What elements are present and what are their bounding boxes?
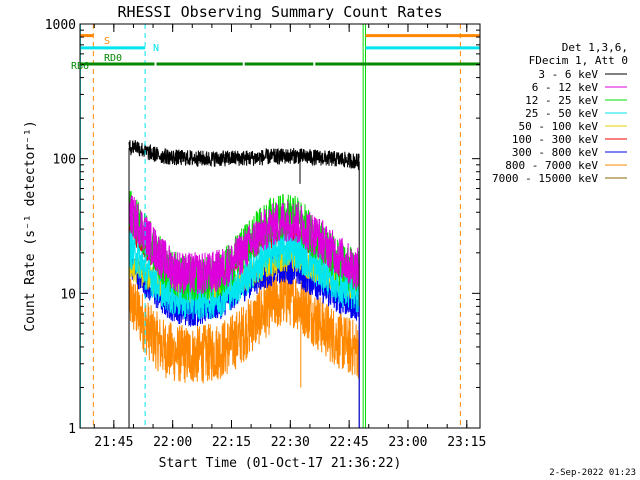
x-tick-label: 22:15 — [212, 435, 251, 450]
legend-entry-label: 3 - 6 keV — [538, 68, 598, 81]
series-line-6-12kev — [128, 194, 360, 295]
y-axis-label: Count Rate (s⁻¹ detector⁻¹) — [23, 120, 38, 331]
x-tick-label: 23:15 — [447, 435, 486, 450]
legend-header: FDecim 1, Att 0 — [529, 54, 628, 67]
legend-entry-label: 25 - 50 keV — [525, 107, 598, 120]
flag-label-rd0: RD0 — [104, 53, 122, 64]
chart-title: RHESSI Observing Summary Count Rates — [117, 3, 442, 21]
legend-entry-label: 100 - 300 keV — [512, 133, 598, 146]
flag-label-n: N — [153, 43, 159, 54]
legend-entry-label: 6 - 12 keV — [532, 81, 599, 94]
flag-label-rb6: RB6 — [71, 61, 89, 72]
x-tick-label: 21:45 — [94, 435, 133, 450]
legend-entry-label: 800 - 7000 keV — [505, 159, 598, 172]
axis-layer: 21:45 22:00 22:15 22:30 22:45 23:00 23:15 1 10 10… — [45, 18, 487, 450]
series-layer — [128, 140, 360, 428]
y-tick-label: 1000 — [45, 18, 76, 33]
x-tick-label: 23:00 — [388, 435, 427, 450]
legend-entry-label: 50 - 100 keV — [519, 120, 599, 133]
legend-entry-label: 12 - 25 keV — [525, 94, 598, 107]
x-axis-label: Start Time (01-Oct-17 21:36:22) — [159, 456, 402, 471]
flag-label-layer: S N RD0 RB6 — [71, 36, 159, 72]
x-tick-label: 22:00 — [153, 435, 192, 450]
x-tick-label: 22:45 — [330, 435, 369, 450]
legend-entry-label: 7000 - 15000 keV — [492, 172, 598, 185]
y-tick-label: 1 — [68, 422, 76, 437]
y-tick-label: 100 — [53, 153, 76, 168]
x-tick-label: 22:30 — [271, 435, 310, 450]
series-line-800-7000kev — [128, 269, 360, 384]
series-line-3-6kev — [128, 140, 360, 171]
footer-date: 2-Sep-2022 01:23 — [549, 468, 636, 478]
plot-frame — [79, 23, 481, 429]
annotation-layer — [80, 24, 480, 428]
legend-entry-label: 300 - 800 keV — [512, 146, 598, 159]
y-tick-label: 10 — [60, 287, 76, 302]
flag-label-s: S — [104, 36, 110, 47]
legend-header: Det 1,3,6, — [562, 41, 628, 54]
